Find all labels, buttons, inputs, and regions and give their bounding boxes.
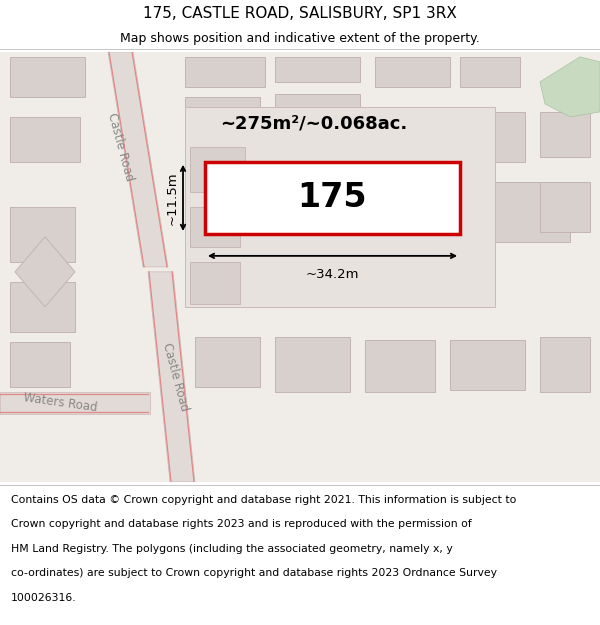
Bar	[275, 94, 360, 122]
Bar	[10, 282, 75, 332]
Bar	[275, 337, 350, 392]
Text: Waters Road: Waters Road	[22, 391, 98, 414]
Text: Castle Road: Castle Road	[104, 111, 136, 182]
Bar	[445, 112, 525, 162]
Text: 175, CASTLE ROAD, SALISBURY, SP1 3RX: 175, CASTLE ROAD, SALISBURY, SP1 3RX	[143, 6, 457, 21]
Bar	[190, 147, 245, 192]
Text: ~275m²/~0.068ac.: ~275m²/~0.068ac.	[220, 115, 407, 133]
Text: Map shows position and indicative extent of the property.: Map shows position and indicative extent…	[120, 31, 480, 44]
Polygon shape	[108, 52, 168, 267]
Text: 175: 175	[298, 181, 367, 214]
Text: Crown copyright and database rights 2023 and is reproduced with the permission o: Crown copyright and database rights 2023…	[11, 519, 472, 529]
Text: 100026316.: 100026316.	[11, 592, 76, 602]
Bar	[10, 57, 85, 97]
Text: Contains OS data © Crown copyright and database right 2021. This information is : Contains OS data © Crown copyright and d…	[11, 495, 516, 505]
Text: ~34.2m: ~34.2m	[306, 268, 359, 281]
Bar	[205, 162, 460, 234]
Bar	[10, 207, 75, 262]
Bar	[190, 207, 240, 247]
Text: HM Land Registry. The polygons (including the associated geometry, namely x, y: HM Land Registry. The polygons (includin…	[11, 544, 452, 554]
Bar	[195, 337, 260, 387]
Bar	[10, 342, 70, 387]
Bar	[460, 57, 520, 87]
Polygon shape	[15, 237, 75, 307]
Polygon shape	[0, 392, 150, 414]
Polygon shape	[540, 57, 600, 117]
Bar	[185, 107, 495, 307]
Bar	[185, 57, 265, 87]
Bar	[480, 182, 570, 242]
Polygon shape	[148, 272, 195, 482]
Bar	[540, 337, 590, 392]
Bar	[375, 57, 450, 87]
Text: co-ordinates) are subject to Crown copyright and database rights 2023 Ordnance S: co-ordinates) are subject to Crown copyr…	[11, 568, 497, 578]
Bar	[540, 182, 590, 232]
Bar	[450, 340, 525, 390]
Bar	[540, 112, 590, 157]
Bar	[365, 340, 435, 392]
Bar	[190, 262, 240, 304]
Bar	[275, 57, 360, 82]
Text: Castle Road: Castle Road	[160, 341, 190, 412]
Text: ~11.5m: ~11.5m	[166, 171, 179, 224]
Bar	[10, 117, 80, 162]
Bar	[185, 97, 260, 127]
